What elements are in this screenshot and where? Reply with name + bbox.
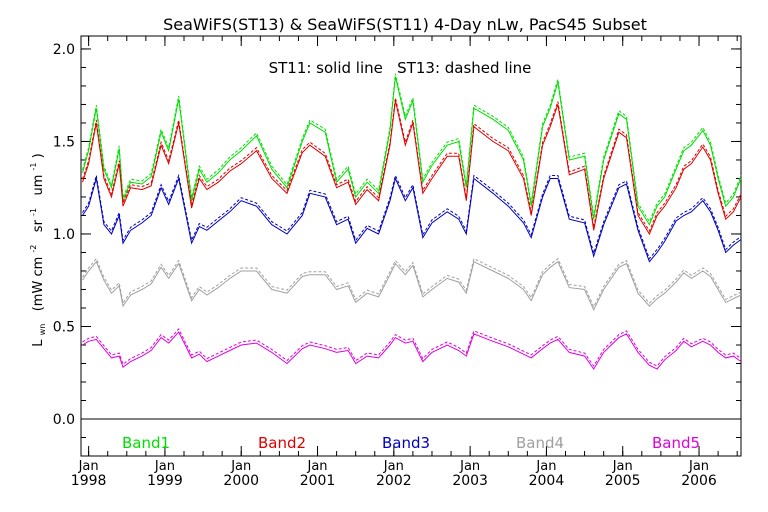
ylabel-units-rest: sr (31, 219, 46, 232)
plot-frame (80, 35, 742, 457)
x-tick-month-8: Jan (688, 459, 709, 474)
x-tick-month-3: Jan (307, 459, 328, 474)
legend-band4: Band4 (516, 434, 564, 452)
x-tick-month-4: Jan (383, 459, 404, 474)
ylabel-exp: -2 (29, 245, 38, 253)
ylabel-subscript: wn (38, 324, 47, 336)
ylabel-symbol: L (31, 339, 46, 347)
x-tick-label-8: 2006 (681, 473, 717, 489)
y-tick-label-3: 1.5 (53, 134, 75, 150)
x-tick-month-1: Jan (154, 459, 175, 474)
x-tick-label-2: 2000 (223, 473, 259, 489)
legend-band1: Band1 (122, 434, 170, 452)
x-tick-month-5: Jan (459, 459, 480, 474)
y-tick-label-2: 1.0 (53, 227, 75, 243)
series-band5-solid (82, 331, 742, 370)
legend-band2: Band2 (258, 434, 306, 452)
ylabel-units-tail: um (31, 175, 46, 196)
x-tick-label-4: 2002 (376, 473, 412, 489)
chart-title: SeaWiFS(ST13) & SeaWiFS(ST11) 4-Day nLw,… (163, 15, 647, 34)
series-band1-dashed (82, 73, 742, 223)
svg-text:L wn (mW c: L wn (mW cm -2 sr -1 um -1 ) (25, 153, 49, 346)
series-band4-solid (82, 260, 742, 311)
y-tick-label-0: 0.0 (53, 412, 75, 428)
x-tick-month-2: Jan (230, 459, 251, 474)
x-tick-label-0: 1998 (71, 473, 107, 489)
legend-band3: Band3 (382, 434, 430, 452)
series-band4-dashed (82, 257, 742, 308)
x-tick-label-3: 2001 (300, 473, 336, 489)
x-tick-label-1: 1999 (147, 473, 183, 489)
ylabel-exp3: -1 (29, 162, 38, 170)
ylabel-units: (mW cm (31, 257, 46, 312)
x-tick-label-5: 2003 (452, 473, 488, 489)
ylabel-exp2: -1 (29, 208, 38, 216)
x-tick-month-0: Jan (78, 459, 99, 474)
series-band5-dashed (82, 328, 742, 367)
plot-area: 0.00.51.01.52.0Jan1998Jan1999Jan2000Jan2… (53, 35, 742, 489)
x-tick-label-7: 2005 (605, 473, 641, 489)
x-tick-label-6: 2004 (529, 473, 565, 489)
ylabel-close: ) (31, 153, 46, 158)
series-band3-solid (82, 176, 742, 263)
y-tick-label-1: 0.5 (53, 319, 75, 335)
x-tick-month-6: Jan (535, 459, 556, 474)
series-band3-dashed (82, 173, 742, 260)
series-band1-solid (82, 76, 742, 226)
series-band2-dashed (82, 97, 742, 233)
y-axis-label: L wn (mW cm -2 sr -1 um -1 ) (25, 153, 49, 346)
y-tick-label-4: 2.0 (53, 42, 75, 58)
chart-annotation: ST11: solid line ST13: dashed line (269, 59, 532, 77)
series-band2-solid (82, 100, 742, 236)
legend-band5: Band5 (652, 434, 700, 452)
x-tick-month-7: Jan (612, 459, 633, 474)
